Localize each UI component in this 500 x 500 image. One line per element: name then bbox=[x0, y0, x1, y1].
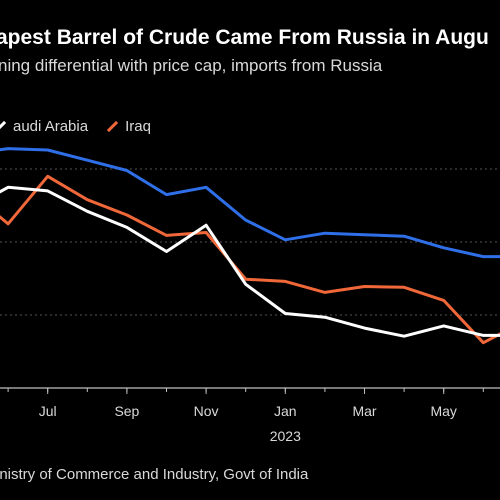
series-line-2 bbox=[0, 185, 500, 338]
chart-subtitle: ning differential with price cap, import… bbox=[0, 56, 383, 75]
legend-label-iraq: Iraq bbox=[125, 118, 151, 135]
series-line-0 bbox=[0, 147, 500, 259]
chart-title: apest Barrel of Crude Came From Russia i… bbox=[0, 26, 489, 49]
x-tick-label: Nov bbox=[194, 403, 219, 419]
year-label: 2023 bbox=[270, 428, 301, 444]
x-tick-label: Jul bbox=[39, 403, 57, 419]
series-line-1 bbox=[0, 174, 500, 345]
chart-source: inistry of Commerce and Industry, Govt o… bbox=[0, 466, 309, 483]
x-tick-label: Sep bbox=[114, 403, 139, 419]
chart-legend: audi Arabia Iraq bbox=[0, 118, 169, 135]
x-tick-label: May bbox=[430, 403, 456, 419]
legend-item-saudi-arabia: audi Arabia bbox=[0, 118, 88, 135]
x-tick-label: Mar bbox=[352, 403, 376, 419]
x-tick-label: Jan bbox=[274, 403, 297, 419]
legend-label-saudi-arabia: audi Arabia bbox=[13, 118, 89, 135]
legend-item-iraq: Iraq bbox=[106, 118, 151, 135]
